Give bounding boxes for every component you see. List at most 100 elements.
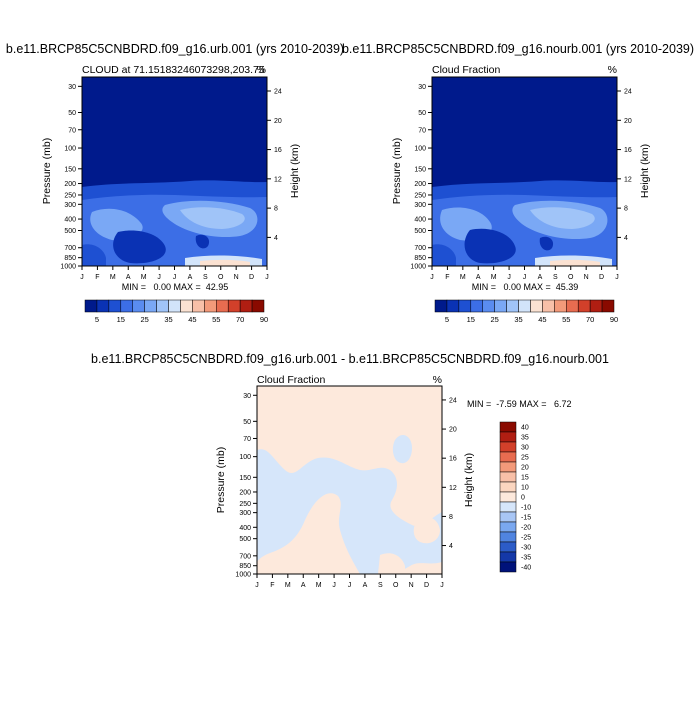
panel-difference-y-tick-label: 100 bbox=[239, 454, 251, 461]
panel-urb-colorbar-swatch bbox=[96, 299, 110, 313]
panel-difference-y-tick-label: 50 bbox=[243, 419, 251, 426]
panel-difference-colorbar-swatch bbox=[499, 471, 517, 483]
panel-nourb-colorbar-label: 35 bbox=[514, 315, 522, 324]
panel-urb-colorbar-swatch bbox=[204, 299, 217, 313]
panel-urb-x-tick-label: M bbox=[141, 274, 147, 281]
panel-nourb-y-tick-label: 700 bbox=[414, 245, 426, 252]
panel-difference-colorbar-swatch bbox=[499, 421, 517, 433]
panel-urb-colorbar-swatch bbox=[180, 299, 193, 313]
panel-difference-x-tick-label: J bbox=[255, 582, 259, 589]
panel-difference-positive-region bbox=[282, 553, 312, 574]
panel-urb-x-tick-label: O bbox=[218, 274, 224, 281]
panel-urb-y-tick-label: 300 bbox=[64, 202, 76, 209]
panel-difference-x-tick-label: M bbox=[316, 582, 322, 589]
panel-nourb-y2-tick-label: 16 bbox=[624, 147, 632, 154]
panel-urb-y-tick-label: 400 bbox=[64, 217, 76, 224]
panel-nourb-y-tick-label: 100 bbox=[414, 146, 426, 153]
panel-nourb-x-tick-label: A bbox=[538, 274, 543, 281]
panel-nourb-colorbar-swatch bbox=[446, 299, 460, 313]
panel-nourb-x-tick-label: D bbox=[599, 274, 604, 281]
panel-nourb-title: b.e11.BRCP85C5CNBDRD.f09_g16.nourb.001 (… bbox=[342, 42, 694, 56]
panel-urb-x-tick-label: J bbox=[157, 274, 161, 281]
panel-difference-negative-region bbox=[392, 434, 412, 464]
panel-urb-x-tick-label: J bbox=[80, 274, 84, 281]
panel-nourb-colorbar-swatch bbox=[566, 299, 579, 313]
panel-urb-colorbar-swatch bbox=[168, 299, 181, 313]
panel-urb-y2-tick-label: 12 bbox=[274, 176, 282, 183]
panel-difference-x-tick-label: O bbox=[393, 582, 399, 589]
panel-nourb-contour-band bbox=[530, 207, 595, 229]
panel-nourb-colorbar-swatch bbox=[458, 299, 472, 313]
panel-difference-colorbar-swatch bbox=[499, 451, 517, 463]
panel-nourb-y2-tick-label: 20 bbox=[624, 118, 632, 125]
panel-urb-x-tick-label: A bbox=[188, 274, 193, 281]
panel-difference-y-axis-label: Pressure (mb) bbox=[215, 447, 227, 514]
panel-urb-contour-band bbox=[200, 259, 250, 266]
panel-urb-colorbar-swatch bbox=[132, 299, 145, 313]
panel-nourb-colorbar-swatch bbox=[506, 299, 519, 313]
panel-nourb-colorbar-label: 70 bbox=[586, 315, 594, 324]
panel-nourb-colorbar-label: 55 bbox=[562, 315, 570, 324]
panel-urb-y-tick-label: 850 bbox=[64, 255, 76, 262]
panel-nourb-y-tick-label: 200 bbox=[414, 181, 426, 188]
panel-urb-units: % bbox=[257, 64, 266, 76]
panel-difference-colorbar-label: 15 bbox=[521, 475, 529, 482]
panel-difference-x-tick-label: J bbox=[348, 582, 352, 589]
panel-urb-y-tick-label: 150 bbox=[64, 166, 76, 173]
panel-difference-colorbar-label: -20 bbox=[521, 525, 531, 532]
panel-difference-x-tick-label: J bbox=[332, 582, 336, 589]
panel-urb-x-tick-label: A bbox=[126, 274, 131, 281]
panel-nourb-colorbar: 5 15 25 35 45 55 70 90 bbox=[434, 299, 618, 324]
panel-urb-x-tick-label: F bbox=[95, 274, 99, 281]
panel-nourb-contour-band bbox=[550, 259, 600, 266]
panel-urb: b.e11.BRCP85C5CNBDRD.f09_g16.urb.001 (yr… bbox=[6, 42, 344, 324]
panel-nourb-y-axis-label: Pressure (mb) bbox=[391, 138, 403, 205]
panel-nourb-y-tick-label: 250 bbox=[414, 192, 426, 199]
panel-difference-colorbar-label: -30 bbox=[521, 545, 531, 552]
panel-nourb-colorbar-label: 5 bbox=[445, 315, 449, 324]
panel-urb-y2-ticks: 24 20 16 12 8 4 bbox=[267, 89, 282, 242]
panel-nourb-colorbar-swatch bbox=[554, 299, 567, 313]
panel-nourb-colorbar-swatch bbox=[518, 299, 531, 313]
panel-nourb-plot-area bbox=[431, 76, 618, 267]
panel-difference-x-tick-label: S bbox=[378, 582, 383, 589]
panel-urb-colorbar-swatch bbox=[216, 299, 229, 313]
panel-nourb-y-tick-label: 300 bbox=[414, 202, 426, 209]
panel-difference-positive-region bbox=[378, 553, 405, 574]
panel-difference-y-tick-label: 1000 bbox=[235, 572, 251, 579]
panel-difference-x-tick-label: D bbox=[424, 582, 429, 589]
panel-nourb-x-tick-label: A bbox=[476, 274, 481, 281]
panel-nourb-colorbar-swatch bbox=[542, 299, 555, 313]
panel-urb-subtitle: CLOUD at 71.15183246073298,203.75 bbox=[82, 64, 265, 76]
panel-urb-colorbar-swatch bbox=[144, 299, 157, 313]
panel-difference-colorbar-label: -40 bbox=[521, 565, 531, 572]
panel-urb-colorbar: 5 15 25 35 45 55 70 90 bbox=[84, 299, 268, 324]
panel-urb-colorbar-label: 70 bbox=[236, 315, 244, 324]
panel-urb-colorbar-label: 15 bbox=[117, 315, 125, 324]
panel-difference-y2-axis-label: Height (km) bbox=[463, 453, 475, 507]
panel-difference-y2-tick-label: 8 bbox=[449, 514, 453, 521]
panel-urb-y2-tick-label: 20 bbox=[274, 118, 282, 125]
panel-difference-plot-area bbox=[256, 385, 443, 575]
panel-urb-title: b.e11.BRCP85C5CNBDRD.f09_g16.urb.001 (yr… bbox=[6, 42, 344, 56]
panel-difference-y2-tick-label: 20 bbox=[449, 427, 457, 434]
panel-difference-x-tick-label: A bbox=[301, 582, 306, 589]
panel-nourb-colorbar-label: 45 bbox=[538, 315, 546, 324]
panel-difference-colorbar-swatch bbox=[499, 531, 517, 543]
panel-urb-colorbar-swatch bbox=[108, 299, 122, 313]
panel-urb-min-max: MIN = 0.00 MAX = 42.95 bbox=[122, 282, 229, 292]
panel-nourb-colorbar-swatch bbox=[589, 299, 603, 313]
panel-difference-colorbar-swatch bbox=[499, 441, 517, 453]
panel-difference: b.e11.BRCP85C5CNBDRD.f09_g16.urb.001 - b… bbox=[91, 352, 609, 589]
panel-urb-y-ticks: 30 50 70 100 150 200 250 300 400 500 700 850 1000 bbox=[60, 84, 82, 271]
panel-difference-colorbar-label: 25 bbox=[521, 455, 529, 462]
panel-nourb-colorbar-swatch bbox=[577, 299, 591, 313]
panel-difference-colorbar-label: -10 bbox=[521, 505, 531, 512]
panel-difference-subtitle: Cloud Fraction bbox=[257, 374, 325, 386]
panel-nourb-colorbar-label: 90 bbox=[610, 315, 618, 324]
panel-difference-y2-tick-label: 16 bbox=[449, 456, 457, 463]
panel-difference-colorbar-label: 20 bbox=[521, 465, 529, 472]
panel-urb-y-tick-label: 500 bbox=[64, 228, 76, 235]
panel-nourb-x-tick-label: F bbox=[445, 274, 449, 281]
